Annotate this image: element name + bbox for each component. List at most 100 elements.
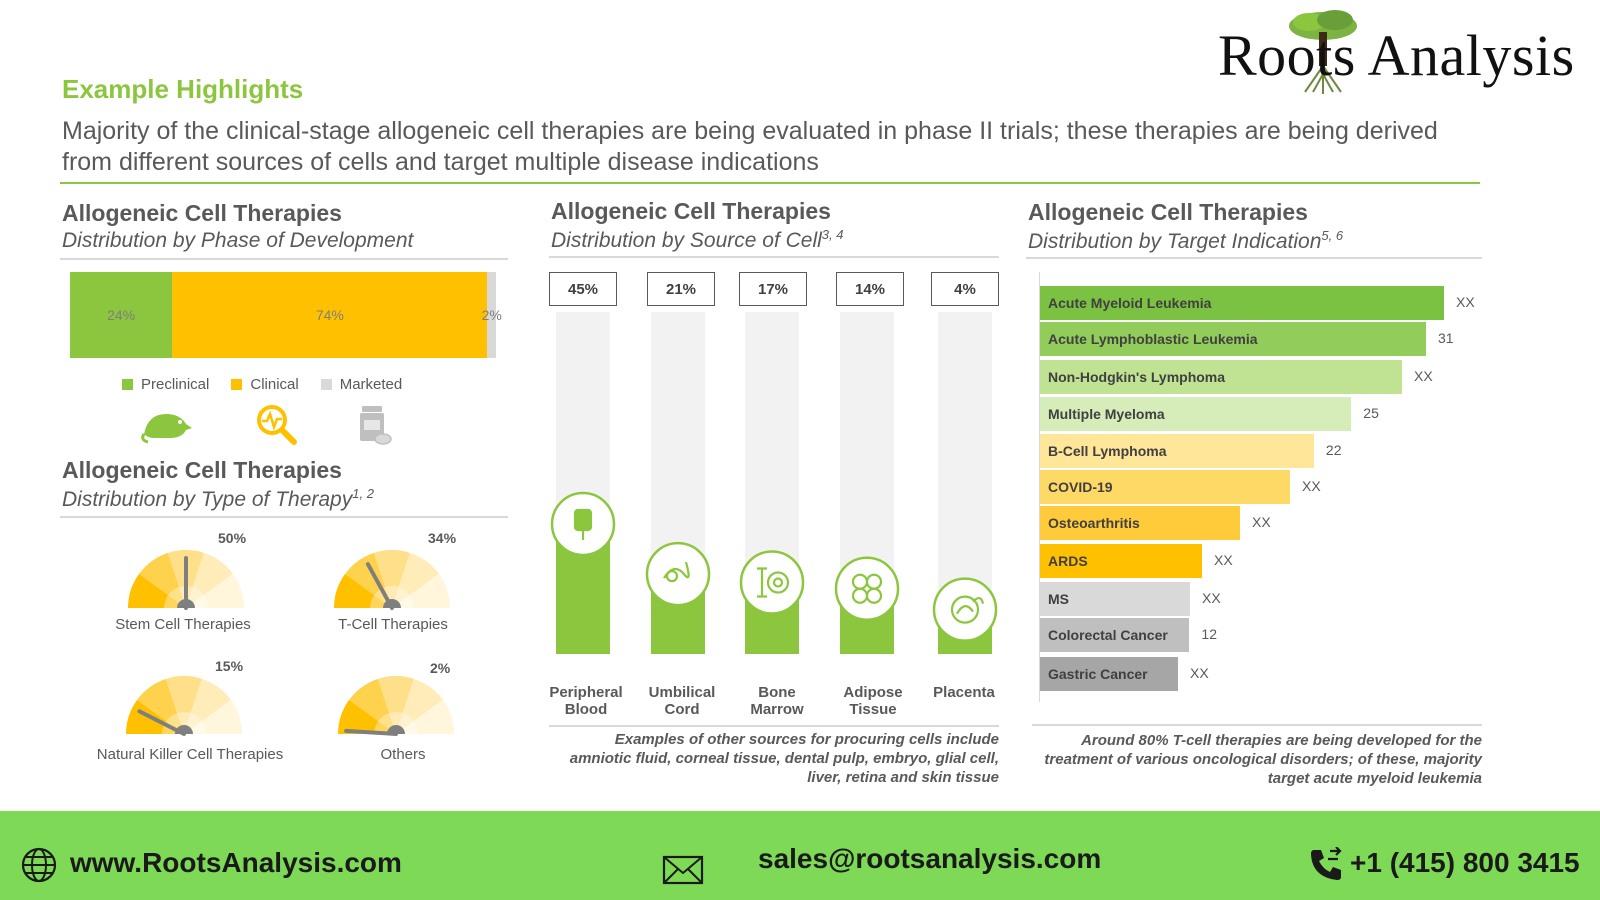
indication-chart-subtitle: Distribution by Target Indication5, 6 [1028,228,1344,253]
gauge-sector [374,550,410,608]
therapy-type-chart-divider [60,516,508,518]
phase-label-clinical: 74% [315,307,344,323]
adipose-cells-icon [834,556,900,622]
section-label: Example Highlights [62,74,304,104]
indication-value: 12 [1201,626,1217,642]
gauge-sector [184,678,231,734]
indication-value: 31 [1438,330,1454,346]
gauge-value-nk-cell: 15% [215,658,244,674]
indication-bar: COVID-19 [1040,470,1290,504]
gauge-sector [139,552,186,608]
indication-value: 22 [1325,442,1342,458]
placenta-vessels [956,597,985,615]
gauge-sector [338,699,396,734]
gauge-sector [186,573,244,608]
gauge-sector [166,676,202,734]
globe-icon [21,847,57,883]
gauge-label-stem-cell: Stem Cell Therapies [115,616,251,633]
envelope-icon [662,855,704,885]
indication-value: 25 [1363,405,1379,421]
indication-value: XX [1202,590,1221,606]
source-value-placenta: 4% [931,272,999,306]
gauge-value-t-cell: 34% [428,530,457,546]
placenta-icon [932,577,998,642]
gauge-value-stem-cell: 50% [218,530,247,546]
legend-label-marketed: Marketed [339,376,403,393]
indication-bar: Non-Hodgkin's Lymphoma [1040,360,1402,394]
gauge-t-cell [334,550,450,618]
source-value-bone-marrow: 17% [739,272,807,306]
bone-marrow-icon [739,550,805,615]
phone-icon [1311,847,1342,880]
brand-logo: Roots Analysis [1218,23,1575,88]
footer-phone-link[interactable]: +1 (415) 800 3415 [1350,847,1580,878]
footer-email-link[interactable]: sales@rootsanalysis.com [758,843,1102,874]
header-divider [60,182,1480,184]
indication-axis [1039,272,1040,702]
page-headline: Majority of the clinical-stage allogenei… [62,117,1438,176]
source-value-peripheral-blood: 45% [549,272,617,306]
marrow-cell [766,571,790,594]
gauge-sector [349,678,396,734]
blood-bag-body [573,508,593,532]
source-label-adipose-tissue: Adipose Tissue [843,684,903,718]
umbilical-cord-icon [645,541,711,607]
indication-chart-title: Allogeneic Cell Therapies [1028,199,1308,225]
adipose-cells-icon-glyph [851,573,883,604]
indication-value: XX [1302,478,1321,494]
gauge-label-t-cell: T-Cell Therapies [338,616,448,633]
gauge-sector [137,678,184,734]
legend-swatch-preclinical [122,379,133,390]
gauge-value-others: 2% [430,660,451,676]
legend-swatch-marketed [320,379,332,390]
gauge-label-others: Others [380,746,426,763]
phase-stacked-bar: 24% 74% 2% [70,272,502,358]
indication-bar: Multiple Myeloma [1040,397,1352,431]
phase-chart-divider [60,258,508,260]
gauge-sector [128,573,186,608]
legend-swatch-clinical [231,379,243,390]
phase-segment-preclinical: 24% [70,272,173,358]
legend-label-preclinical: Preclinical [141,376,210,393]
indication-bar-chart: Acute Myeloid Leukemia XX Acute Lymphoblas… [1040,286,1500,706]
footer-website-link[interactable]: www.RootsAnalysis.com [70,847,402,878]
rat-icon [141,414,192,444]
pill-bottle-icon [360,406,392,445]
source-label-bone-marrow: Bone Marrow [750,684,804,718]
phase-label-preclinical: 24% [107,307,136,323]
source-note-divider [549,725,999,727]
gauge-nk-cell [126,676,242,744]
phase-segment-marketed: 2% [482,272,502,358]
marrow-nucleus [772,577,784,588]
indication-bar: Colorectal Cancer [1040,618,1190,652]
legend-item-clinical: Clinical [231,376,299,393]
tree-icon [1289,10,1357,94]
indication-chart-divider [1026,257,1482,259]
footer-bar: www.RootsAnalysis.com sales@rootsanalysi… [0,811,1600,900]
indication-bar: Gastric Cancer [1040,657,1178,691]
legend-item-preclinical: Preclinical [122,376,209,393]
gauge-sector [378,676,414,734]
gauge-sector [396,678,443,734]
source-label-umbilical-cord: Umbilical Cord [648,684,716,718]
indication-value: XX [1190,665,1209,681]
gauge-sector [334,573,392,608]
indication-note: Around 80% T-cell therapies are being de… [1044,732,1482,787]
source-value-umbilical-cord: 21% [647,272,715,306]
source-label-placenta: Placenta [933,684,995,701]
source-chart-divider [549,256,999,258]
source-chart-title: Allogeneic Cell Therapies [551,198,831,224]
gauge-hub [177,599,195,608]
umbilical-cord-icon-glyph [663,561,690,583]
bone-shape [757,567,767,598]
indication-bar: MS [1040,582,1190,616]
indication-bar: B-Cell Lymphoma [1040,434,1314,468]
source-chart-subtitle: Distribution by Source of Cell3, 4 [551,227,844,252]
indication-bar: ARDS [1040,544,1202,578]
phase-legend: Preclinical Clinical Marketed [122,376,402,393]
gauge-sector [186,552,233,608]
source-value-adipose-tissue: 14% [836,272,904,306]
gauge-sector [396,699,454,734]
indication-bar: Osteoarthritis [1040,506,1240,540]
gauge-others [338,676,454,744]
